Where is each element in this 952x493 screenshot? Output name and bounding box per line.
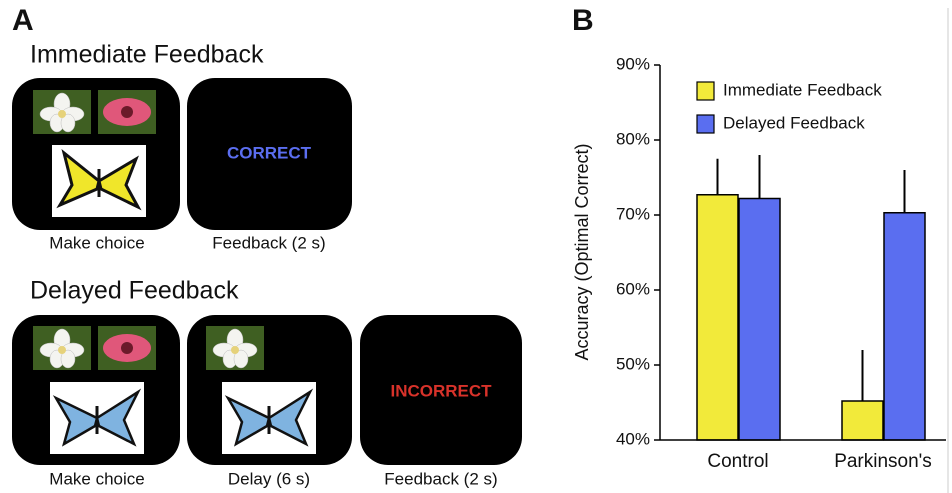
y-axis-label: Accuracy (Optimal Correct) — [572, 143, 592, 360]
y-tick-label: 70% — [616, 204, 650, 223]
caption: Feedback (2 s) — [212, 233, 325, 252]
row-title: Delayed Feedback — [30, 277, 239, 305]
stimulus — [206, 326, 264, 370]
stimulus — [50, 382, 144, 454]
y-tick-label: 40% — [616, 429, 650, 448]
y-tick-label: 80% — [616, 129, 650, 148]
panel-label: B — [572, 4, 594, 37]
y-tick-label: 50% — [616, 354, 650, 373]
bar — [697, 195, 738, 440]
bar — [884, 213, 925, 440]
feedback-text: CORRECT — [227, 143, 312, 162]
stimulus — [222, 382, 316, 454]
stimulus — [52, 145, 146, 217]
legend-swatch — [697, 115, 714, 133]
bar — [739, 199, 780, 441]
stimulus — [98, 90, 156, 134]
y-tick-label: 60% — [616, 279, 650, 298]
feedback-text: INCORRECT — [390, 381, 492, 400]
x-tick-label: Control — [707, 451, 768, 472]
stimulus — [33, 90, 91, 134]
legend-swatch — [697, 82, 714, 100]
figure: A Immediate Feedback CORRECT Make choice… — [0, 0, 952, 493]
caption: Feedback (2 s) — [384, 469, 497, 488]
panel-label: A — [12, 4, 34, 37]
caption: Delay (6 s) — [228, 469, 310, 488]
legend-label: Immediate Feedback — [723, 80, 882, 99]
bar — [842, 401, 883, 440]
y-tick-label: 90% — [616, 54, 650, 73]
legend-label: Delayed Feedback — [723, 113, 865, 132]
row-title: Immediate Feedback — [30, 41, 264, 69]
x-tick-label: Parkinson's — [834, 451, 932, 472]
stimulus — [33, 326, 91, 370]
stimulus — [98, 326, 156, 370]
caption: Make choice — [49, 233, 144, 252]
caption: Make choice — [49, 469, 144, 488]
